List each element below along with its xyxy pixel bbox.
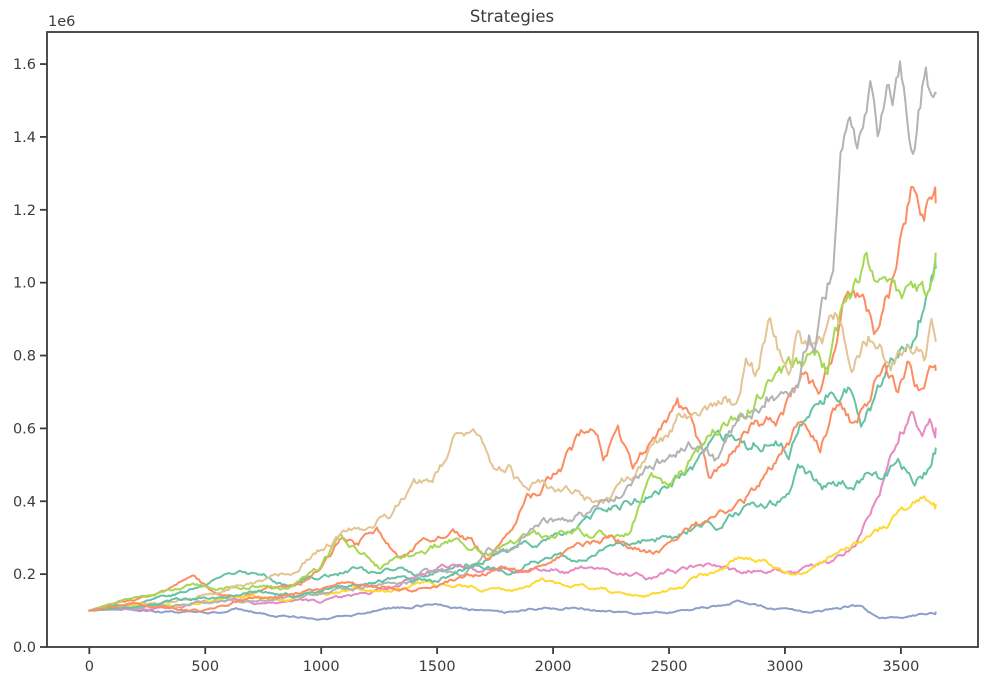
y-axis-offset-label: 1e6	[48, 14, 75, 30]
x-tick-label: 2500	[651, 659, 688, 675]
series-line-tan	[88, 312, 937, 612]
x-tick-label: 3500	[882, 659, 919, 675]
y-tick-label: 0.4	[13, 494, 36, 510]
x-tick-label: 1500	[419, 659, 456, 675]
x-tick-label: 3000	[767, 659, 804, 675]
chart-title: Strategies	[470, 7, 554, 26]
x-tick-label: 0	[85, 659, 94, 675]
series-line-blue	[88, 599, 937, 621]
x-tick-label: 500	[191, 659, 219, 675]
series-line-teal-a	[88, 259, 937, 612]
y-tick-label: 1.2	[13, 203, 36, 219]
y-tick-label: 0.0	[13, 640, 36, 656]
series-line-teal-b	[88, 447, 937, 612]
x-tick-label: 2000	[535, 659, 572, 675]
series-line-yellow	[88, 495, 937, 612]
y-tick-label: 0.2	[13, 567, 36, 583]
axes: 0 500 1000 1500 2000 2500 3000 3500 0.0 0.2 0.4 0.6…	[13, 31, 979, 675]
y-tick-label: 1.4	[13, 130, 36, 146]
series-line-pink	[88, 410, 937, 612]
y-tick-label: 1.6	[13, 57, 36, 73]
plot-border	[46, 31, 979, 648]
y-tick-label: 0.8	[13, 349, 36, 365]
series-line-gray	[88, 60, 937, 612]
y-tick-label: 1.0	[13, 276, 36, 292]
x-tick-label: 1000	[303, 659, 340, 675]
series-lines	[88, 60, 937, 621]
series-line-orange-b	[88, 360, 937, 613]
y-tick-label: 0.6	[13, 421, 36, 437]
